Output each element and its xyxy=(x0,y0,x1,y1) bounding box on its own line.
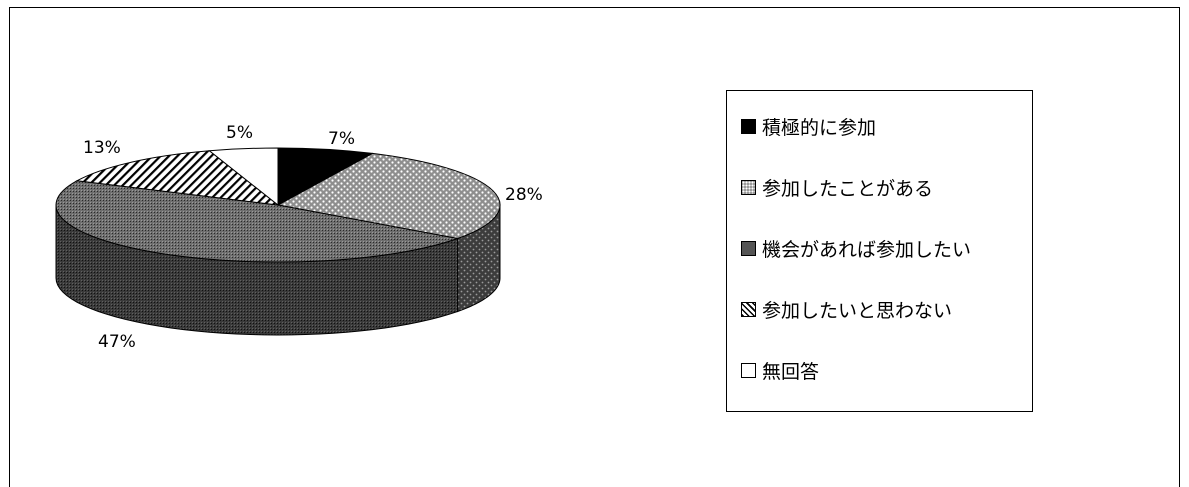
legend-swatch-4 xyxy=(741,301,756,317)
pie-slice-2 xyxy=(276,152,501,240)
legend-label-4: 参加したいと思わない xyxy=(762,299,953,322)
legend-item-4: 参加したいと思わない xyxy=(741,294,952,324)
legend-item-3: 機会があれば参加したい xyxy=(741,233,971,263)
pie-label-2: 28% xyxy=(505,185,543,205)
pie-chart: 7% 28% 47% 13% 5% xyxy=(55,123,543,352)
pie-slice-3 xyxy=(55,180,460,263)
pie-label-5: 5% xyxy=(226,123,253,143)
legend-label-1: 積極的に参加 xyxy=(762,116,877,139)
legend-item-1: 積極的に参加 xyxy=(741,111,876,141)
legend-swatch-1 xyxy=(741,118,756,134)
pie-slices xyxy=(55,147,501,263)
pie-slice-4 xyxy=(75,150,280,206)
legend: 積極的に参加参加したことがある機会があれば参加したい 参加したいと思わない 無回答 xyxy=(726,90,1033,412)
pie-slice-5 xyxy=(208,147,279,207)
pie-label-4: 13% xyxy=(83,138,121,158)
legend-item-2: 参加したことがある xyxy=(741,172,933,202)
pie-sides xyxy=(55,204,501,336)
legend-label-3: 機会があれば参加したい xyxy=(762,238,972,261)
legend-label-2: 参加したことがある xyxy=(762,177,934,200)
chart-frame: 7% 28% 47% 13% 5% 積極的に参加参加したことがある機会があれば参加したい… xyxy=(9,7,1180,487)
pie-label-3: 47% xyxy=(98,332,136,352)
legend-label-5: 無回答 xyxy=(762,360,820,383)
legend-item-5: 無回答 xyxy=(741,355,819,385)
legend-swatch-5 xyxy=(741,362,756,378)
legend-swatch-2 xyxy=(741,179,756,195)
pie-labels: 7% 28% 47% 13% 5% xyxy=(83,123,543,352)
pie-label-1: 7% xyxy=(328,129,355,149)
legend-swatch-3 xyxy=(741,240,756,256)
